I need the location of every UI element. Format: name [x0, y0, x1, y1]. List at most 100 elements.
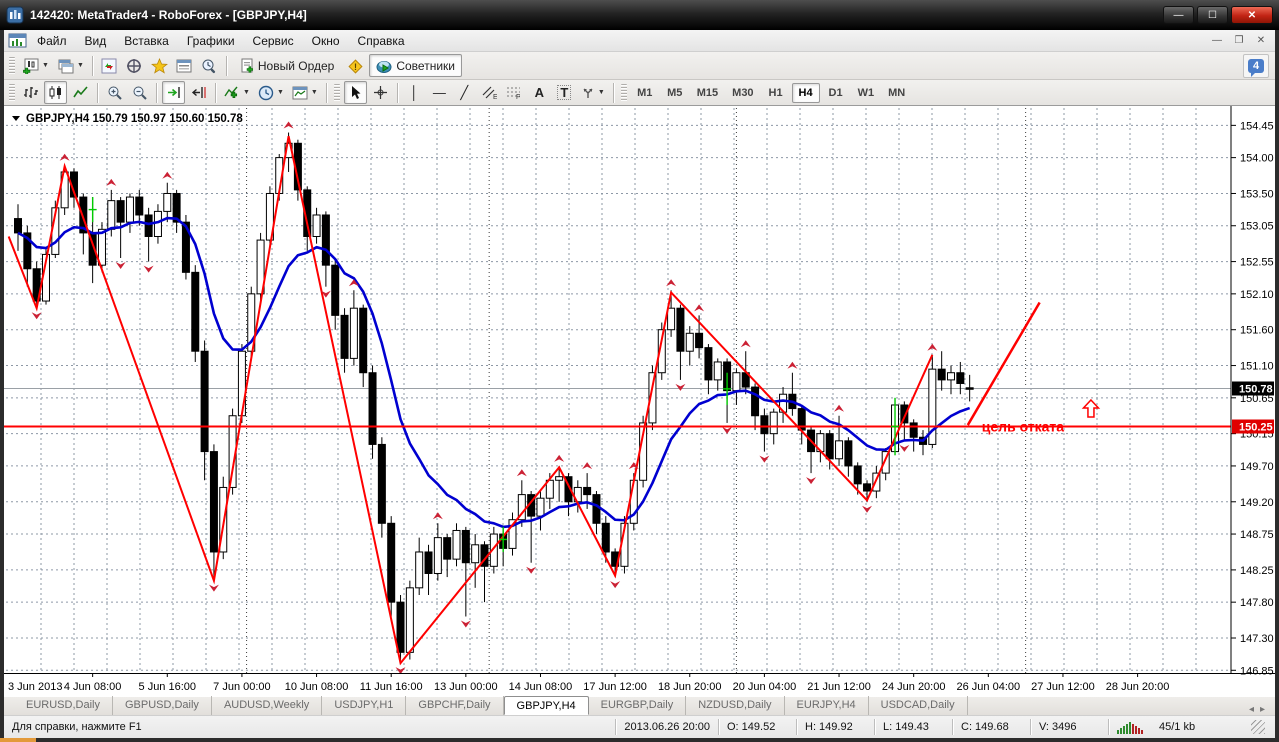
menu-item-Вид[interactable]: Вид — [84, 33, 107, 48]
menu-item-Сервис[interactable]: Сервис — [252, 33, 294, 48]
expert-advisors-button[interactable]: Советники — [369, 54, 462, 77]
line-chart-button[interactable] — [69, 81, 92, 104]
vertical-line-button[interactable]: │ — [403, 81, 426, 104]
timeframe-W1[interactable]: W1 — [857, 86, 875, 99]
indicators-icon — [224, 86, 238, 99]
terminal-button[interactable] — [173, 54, 196, 77]
chart-tab-EURGBP,Daily[interactable]: EURGBP,Daily — [589, 696, 687, 715]
tab-scroll-right-icon[interactable]: ▸ — [1259, 704, 1265, 715]
timeframe-H4[interactable]: H4 — [791, 82, 820, 103]
navigator-button[interactable] — [123, 54, 146, 77]
bar-chart-icon — [24, 87, 38, 98]
maximize-button[interactable]: ☐ — [1197, 6, 1228, 24]
timeframe-M15[interactable]: M15 — [696, 86, 719, 99]
zoom-out-button[interactable] — [128, 81, 151, 104]
charts-toolbar: ▼ ▼ ▼ │ — ╱ E F A T ▼ M1 M5 M1 — [4, 80, 1275, 106]
arrows-button[interactable]: ▼ — [578, 81, 608, 104]
menu-item-Графики[interactable]: Графики — [186, 33, 235, 48]
chart-tab-USDCAD,Daily[interactable]: USDCAD,Daily — [869, 696, 968, 715]
child-minimize-button[interactable]: — — [1212, 35, 1222, 46]
menu-item-Справка[interactable]: Справка — [357, 33, 405, 48]
tab-scroll-left-icon[interactable]: ◂ — [1248, 704, 1254, 715]
trendline-button[interactable]: ╱ — [453, 81, 476, 104]
chart-window-icon — [8, 33, 27, 47]
profiles-icon — [58, 59, 74, 73]
chart-tab-EURUSD,Daily[interactable]: EURUSD,Daily — [14, 696, 113, 715]
chart-tab-GBPCHF,Daily[interactable]: GBPCHF,Daily — [406, 696, 504, 715]
channel-button[interactable]: E — [478, 81, 501, 104]
periods-button[interactable]: ▼ — [255, 81, 287, 104]
text-button[interactable]: A — [528, 81, 551, 104]
toolbar-grip[interactable] — [9, 83, 15, 102]
terminal-icon — [176, 59, 192, 72]
chart-tab-AUDUSD,Weekly[interactable]: AUDUSD,Weekly — [212, 696, 323, 715]
chart-tab-EURJPY,H4[interactable]: EURJPY,H4 — [785, 696, 869, 715]
time-tick-label: 13 Jun 00:00 — [434, 681, 498, 693]
chart-tab-NZDUSD,Daily[interactable]: NZDUSD,Daily — [686, 696, 785, 715]
child-close-button[interactable]: ✕ — [1256, 35, 1266, 46]
price-tick-label: 152.10 — [1240, 289, 1274, 301]
close-button[interactable]: ✕ — [1231, 6, 1273, 24]
price-tick-label: 148.25 — [1240, 565, 1274, 577]
horizontal-line-button[interactable]: — — [428, 81, 451, 104]
auto-scroll-button[interactable] — [162, 81, 185, 104]
profiles-button[interactable]: ▼ — [54, 54, 87, 77]
menu-bar: Файл Вид Вставка Графики Сервис Окно Справка —… — [4, 30, 1275, 52]
menu-item-Окно[interactable]: Окно — [311, 33, 340, 48]
timeframe-H1[interactable]: H1 — [768, 86, 783, 99]
new-chart-button[interactable]: ▼ — [19, 54, 52, 77]
warning-diamond-button[interactable]: ! — [343, 54, 367, 77]
toolbar-separator — [225, 55, 227, 76]
toolbar-grip[interactable] — [333, 83, 340, 102]
child-restore-button[interactable]: ❐ — [1234, 35, 1244, 46]
resize-grip[interactable] — [1251, 720, 1265, 734]
community-button[interactable]: 4 — [1243, 53, 1269, 78]
toolbar-grip[interactable] — [9, 56, 15, 75]
chart-tab-USDJPY,H1[interactable]: USDJPY,H1 — [322, 696, 407, 715]
zoom-in-button[interactable] — [103, 81, 126, 104]
menu-item-Файл[interactable]: Файл — [37, 33, 67, 48]
favorites-button[interactable] — [148, 54, 171, 77]
status-item: H: 149.92 — [796, 719, 874, 735]
chart-area[interactable]: цель отката 154.45 154.00 153.50 153.05 152.5… — [4, 106, 1275, 696]
cursor-button[interactable] — [343, 81, 367, 104]
price-tick-label: 149.20 — [1240, 497, 1274, 509]
fibonacci-button[interactable]: F — [503, 81, 526, 104]
timeframe-M1[interactable]: M1 — [637, 86, 653, 99]
price-chart[interactable]: цель отката 154.45 154.00 153.50 153.05 152.5… — [4, 106, 1275, 696]
price-tick-label: 146.85 — [1240, 665, 1274, 677]
new-order-button[interactable]: Новый Ордер — [232, 54, 341, 77]
menu-item-Вставка[interactable]: Вставка — [124, 33, 169, 48]
timeframe-M30[interactable]: M30 — [732, 86, 754, 99]
chart-tab-GBPJPY,H4[interactable]: GBPJPY,H4 — [503, 696, 589, 715]
price-tick-label: 153.50 — [1240, 188, 1274, 200]
chart-shift-button[interactable] — [187, 81, 210, 104]
timeframe-M5[interactable]: M5 — [667, 86, 683, 99]
new-chart-icon — [23, 58, 39, 74]
toolbar-grip[interactable] — [620, 83, 627, 102]
arrow-shapes-icon — [583, 88, 593, 98]
market-watch-button[interactable] — [98, 54, 121, 77]
strategy-tester-icon — [202, 59, 215, 73]
price-tick-label: 150.65 — [1240, 393, 1274, 405]
toolbar-separator — [396, 82, 398, 103]
new-order-icon — [241, 58, 253, 73]
status-item: V: 3496 — [1030, 719, 1108, 735]
dropdown-arrow-icon: ▼ — [243, 89, 250, 96]
indicators-button[interactable]: ▼ — [221, 81, 253, 104]
text-label-button[interactable]: T — [553, 81, 576, 104]
time-tick-label: 11 Jun 16:00 — [360, 681, 423, 693]
timeframe-D1[interactable]: D1 — [828, 86, 843, 99]
templates-button[interactable]: ▼ — [289, 81, 321, 104]
minimize-button[interactable]: — — [1163, 6, 1194, 24]
timeframe-MN[interactable]: MN — [888, 86, 906, 99]
bar-chart-button[interactable] — [19, 81, 42, 104]
crosshair-button[interactable] — [369, 81, 392, 104]
label-tool-icon: T — [557, 85, 572, 100]
price-tick-label: 148.75 — [1240, 529, 1274, 541]
time-tick-label: 4 Jun 08:00 — [64, 681, 122, 693]
chart-tab-GBPUSD,Daily[interactable]: GBPUSD,Daily — [113, 696, 212, 715]
candlestick-chart-button[interactable] — [44, 81, 67, 104]
strategy-tester-button[interactable] — [198, 54, 221, 77]
